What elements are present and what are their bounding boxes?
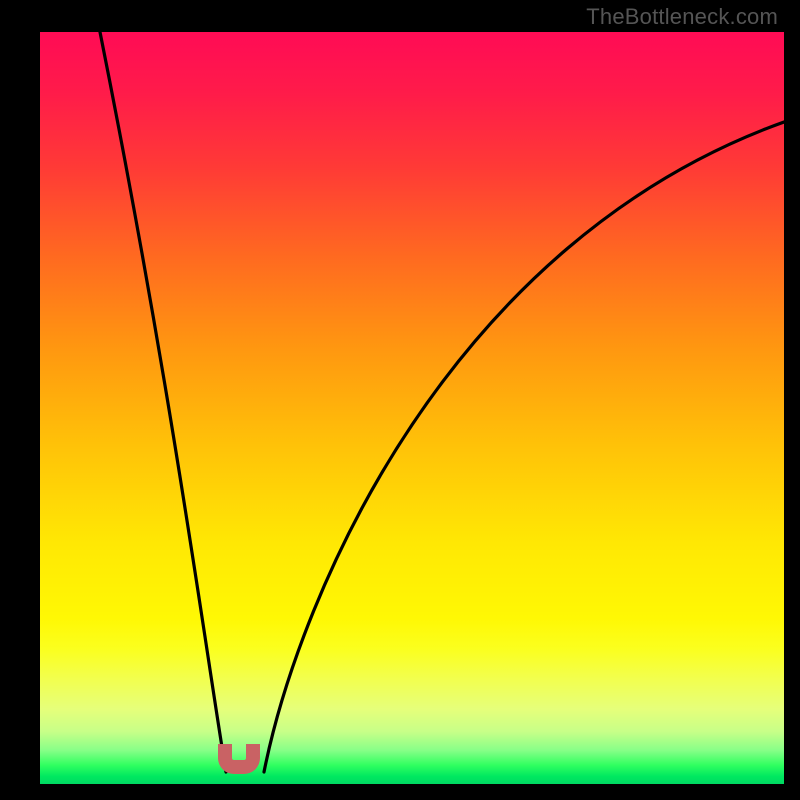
valley-marker — [218, 744, 260, 774]
outer-frame: TheBottleneck.com — [0, 0, 800, 800]
plot-area — [40, 32, 784, 784]
right-curve — [264, 122, 784, 772]
curves-layer — [40, 32, 784, 784]
watermark-text: TheBottleneck.com — [586, 4, 778, 30]
left-curve — [100, 32, 226, 772]
